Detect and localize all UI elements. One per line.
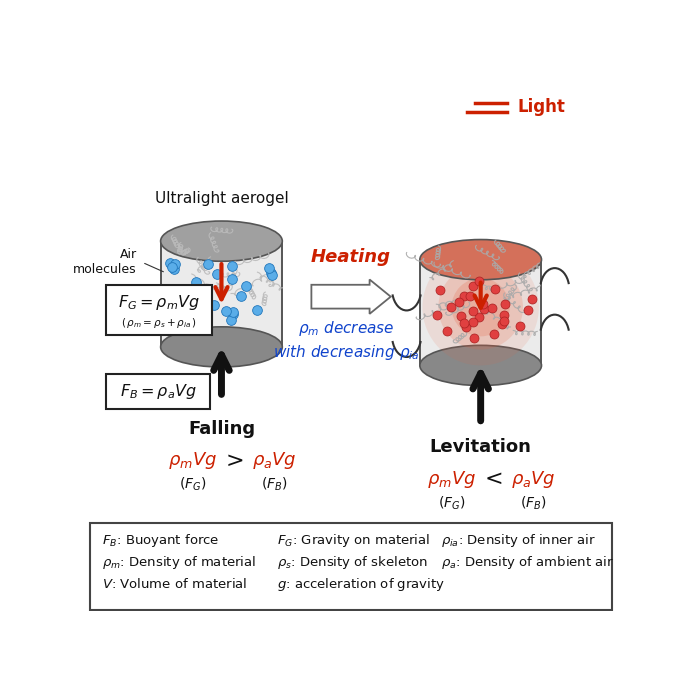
Circle shape [438, 265, 523, 350]
Text: $V$: Volume of material: $V$: Volume of material [103, 578, 248, 592]
Text: $(F_B)$: $(F_B)$ [520, 494, 547, 512]
Ellipse shape [160, 327, 282, 367]
Text: $>$: $>$ [221, 451, 243, 471]
Text: $\rho_s$: Density of skeleton: $\rho_s$: Density of skeleton [277, 554, 428, 571]
Text: $F_B = \rho_a Vg$: $F_B = \rho_a Vg$ [119, 383, 197, 401]
FancyBboxPatch shape [106, 284, 212, 335]
Text: Ultralight aerogel: Ultralight aerogel [155, 191, 288, 206]
Text: $(\,\rho_m = \rho_s + \rho_{ia}\,)$: $(\,\rho_m = \rho_s + \rho_{ia}\,)$ [121, 316, 197, 330]
FancyArrow shape [312, 280, 390, 314]
Text: Air
molecules: Air molecules [73, 248, 137, 276]
Ellipse shape [160, 221, 282, 261]
Circle shape [423, 249, 539, 365]
Text: $\rho_m$: Density of material: $\rho_m$: Density of material [103, 554, 257, 571]
Text: Levitation: Levitation [429, 438, 532, 456]
Text: Heating: Heating [311, 248, 391, 266]
Text: $\rho_m Vg$: $\rho_m Vg$ [168, 450, 217, 471]
FancyBboxPatch shape [90, 523, 612, 610]
Text: $g$: acceleration of gravity: $g$: acceleration of gravity [277, 576, 445, 593]
Ellipse shape [420, 240, 542, 280]
Text: $\rho_m Vg$: $\rho_m Vg$ [427, 469, 476, 490]
Text: $F_G$: Gravity on material: $F_G$: Gravity on material [277, 532, 430, 548]
Text: $F_G = \rho_m Vg$: $F_G = \rho_m Vg$ [119, 293, 200, 313]
Text: Light: Light [518, 98, 566, 116]
Text: $\rho_a Vg$: $\rho_a Vg$ [511, 469, 556, 490]
Polygon shape [420, 260, 542, 365]
Polygon shape [160, 241, 282, 347]
Text: $\rho_{ia}$: Density of inner air: $\rho_{ia}$: Density of inner air [441, 532, 596, 548]
Circle shape [451, 278, 510, 337]
Text: $F_B$: Buoyant force: $F_B$: Buoyant force [103, 532, 220, 548]
Ellipse shape [420, 346, 542, 385]
Text: $\rho_a Vg$: $\rho_a Vg$ [252, 450, 297, 471]
FancyBboxPatch shape [106, 374, 210, 409]
Text: $(F_B)$: $(F_B)$ [261, 476, 288, 493]
Text: Falling: Falling [188, 420, 255, 438]
Text: $\rho_m$ decrease: $\rho_m$ decrease [297, 319, 394, 338]
Text: with decreasing $\rho_{ia}$: with decreasing $\rho_{ia}$ [273, 343, 419, 362]
Text: $(F_G)$: $(F_G)$ [438, 494, 465, 512]
Text: $(F_G)$: $(F_G)$ [179, 476, 206, 493]
Text: $\rho_a$: Density of ambient air: $\rho_a$: Density of ambient air [441, 554, 614, 571]
Text: $<$: $<$ [480, 469, 503, 489]
